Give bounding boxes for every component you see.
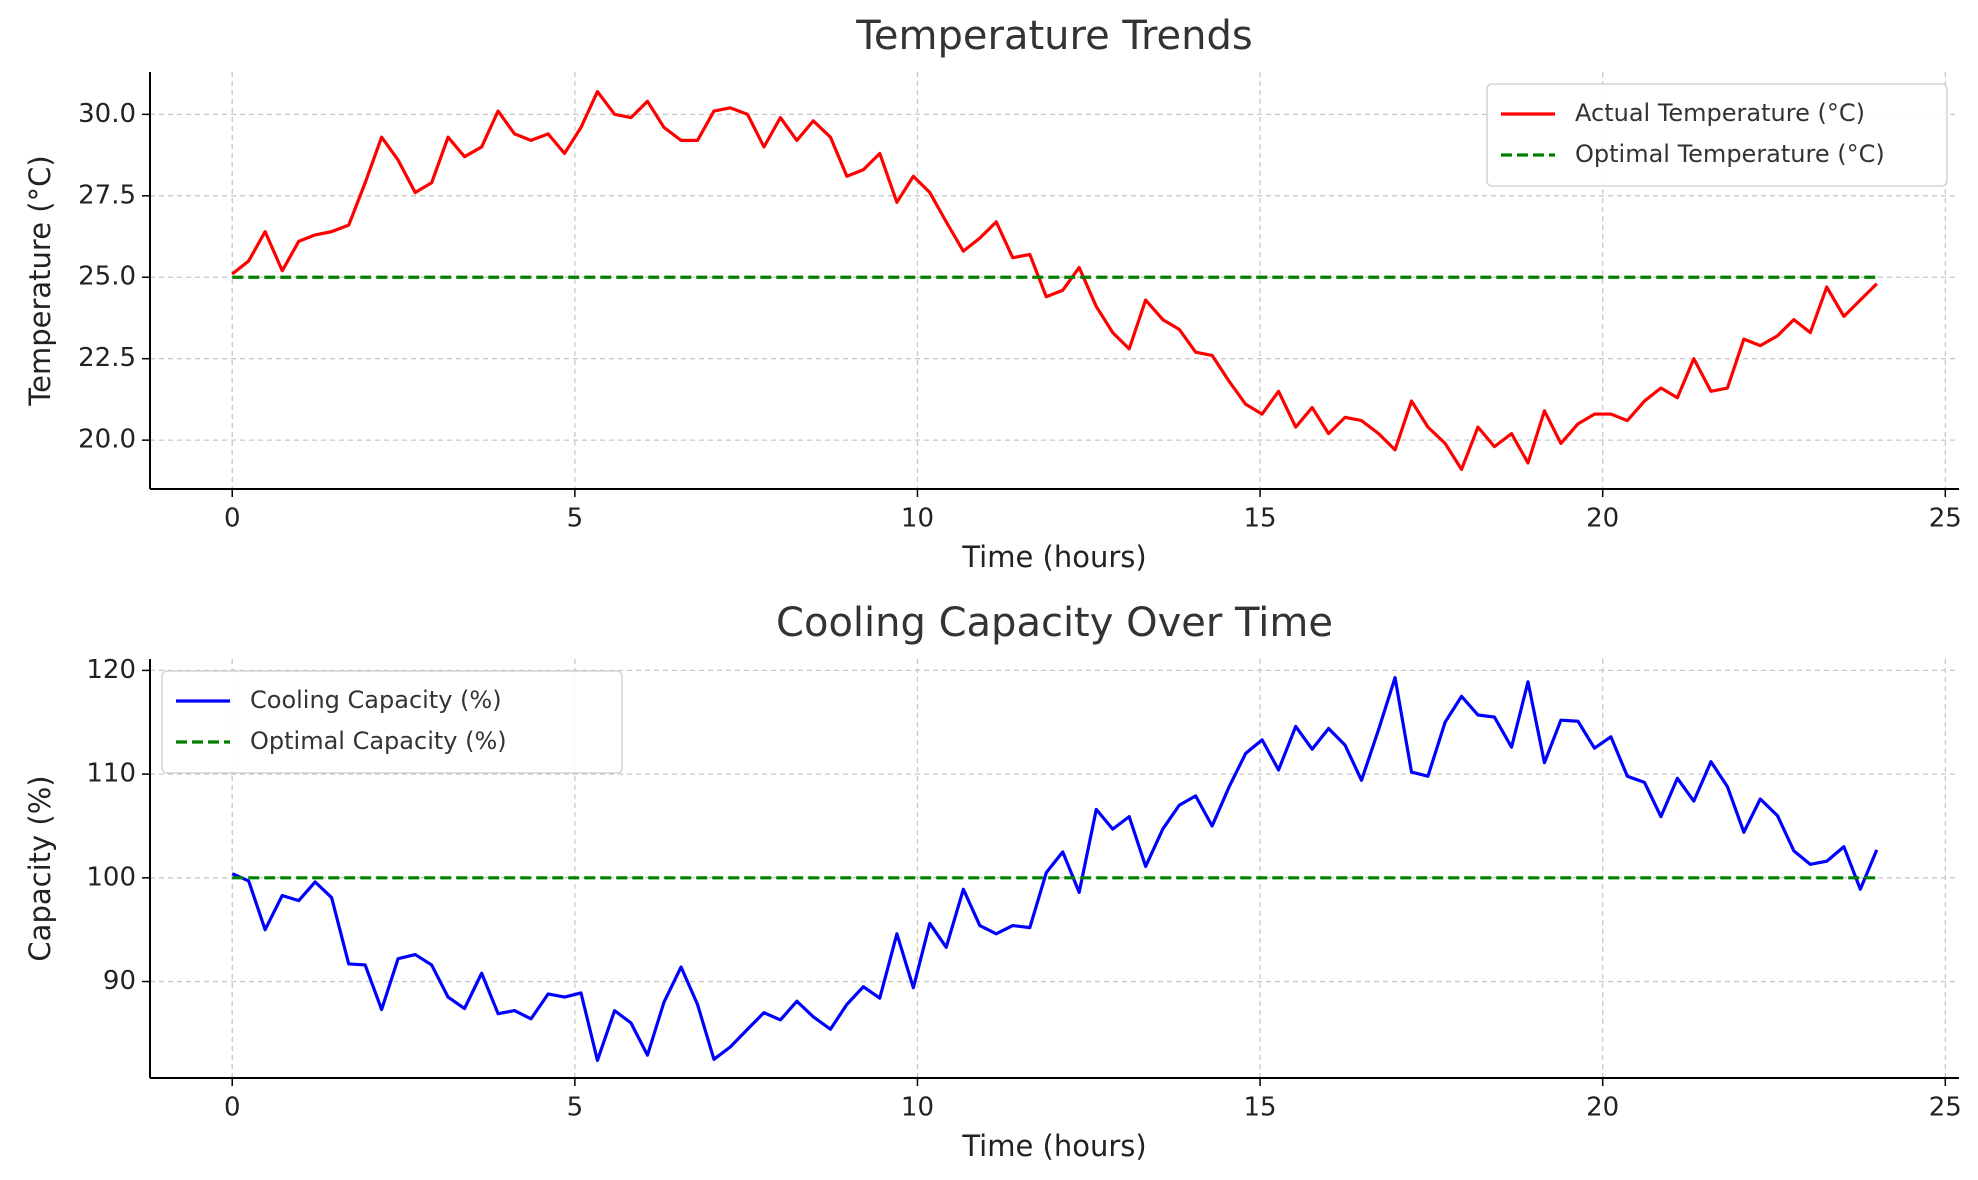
- legend-label: Actual Temperature (°C): [1575, 99, 1865, 127]
- x-tick-label: 5: [567, 504, 584, 534]
- x-axis-label: Time (hours): [961, 1129, 1146, 1163]
- y-tick-label: 120: [86, 655, 136, 685]
- x-axis-label: Time (hours): [961, 540, 1146, 574]
- x-tick-label: 25: [1929, 504, 1962, 534]
- y-axis-label: Capacity (%): [23, 775, 57, 961]
- y-tick-label: 30.0: [78, 99, 136, 129]
- y-tick-label: 25.0: [78, 262, 136, 292]
- x-tick-label: 20: [1586, 504, 1619, 534]
- y-tick-label: 90: [103, 966, 136, 996]
- x-tick-label: 20: [1586, 1093, 1619, 1123]
- data-line: [231, 676, 1879, 1062]
- data-line: [231, 89, 1878, 472]
- y-tick-label: 22.5: [78, 343, 136, 373]
- y-tick-label: 27.5: [78, 180, 136, 210]
- chart-title: Cooling Capacity Over Time: [776, 600, 1333, 646]
- chart-title: Temperature Trends: [855, 13, 1252, 59]
- legend-box: [161, 670, 623, 774]
- legend: Actual Temperature (°C) Optimal Temperatu…: [1486, 83, 1948, 187]
- x-tick-label: 5: [567, 1093, 584, 1123]
- x-tick-label: 15: [1244, 1093, 1277, 1123]
- x-tick-label: 10: [901, 1093, 934, 1123]
- legend-label: Optimal Capacity (%): [250, 727, 507, 755]
- y-tick-label: 110: [86, 759, 136, 789]
- legend-label: Cooling Capacity (%): [250, 686, 502, 714]
- y-axis-label: Temperature (°C): [23, 155, 57, 406]
- legend-box: [1486, 83, 1948, 187]
- y-tick-label: 100: [86, 862, 136, 892]
- y-tick-label: 20.0: [78, 425, 136, 455]
- legend-label: Optimal Temperature (°C): [1575, 140, 1885, 168]
- legend: Cooling Capacity (%) Optimal Capacity (%): [161, 670, 623, 774]
- x-tick-label: 25: [1929, 1093, 1962, 1123]
- x-tick-label: 15: [1244, 504, 1277, 534]
- x-tick-label: 10: [901, 504, 934, 534]
- x-tick-label: 0: [224, 504, 241, 534]
- x-tick-label: 0: [224, 1093, 241, 1123]
